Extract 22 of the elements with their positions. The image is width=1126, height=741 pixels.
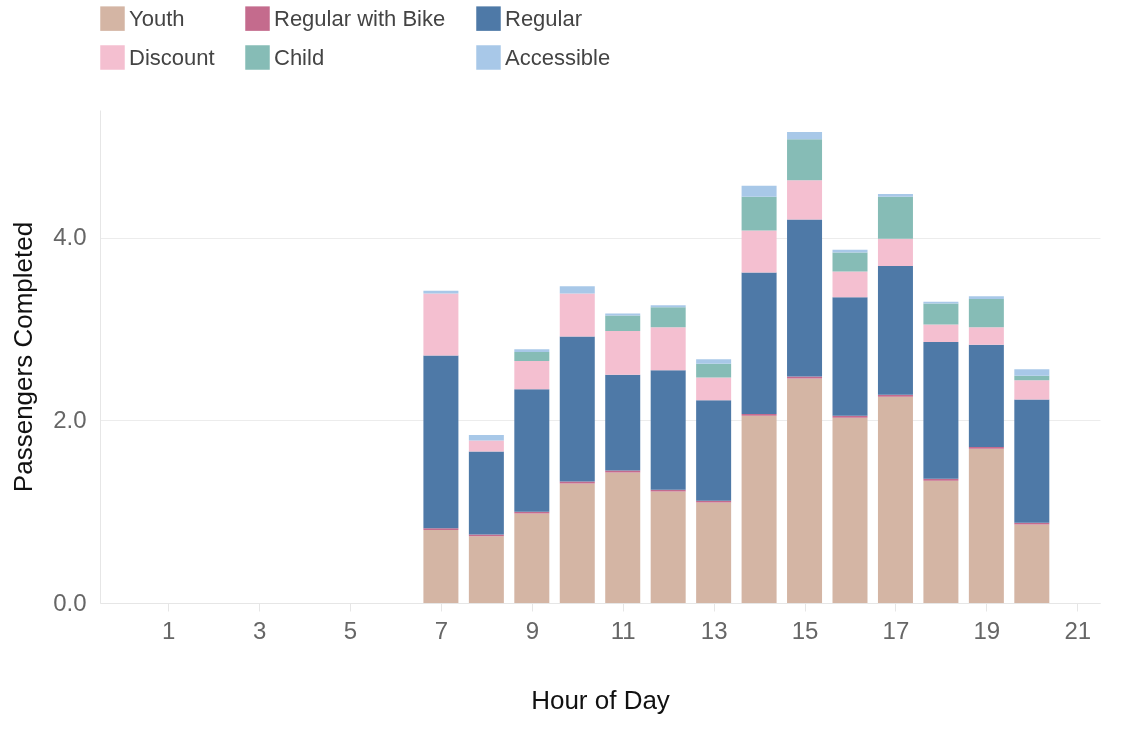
x-axis-title: Hour of Day (531, 684, 670, 715)
x-tick-label: 5 (343, 616, 358, 644)
legend-label: Youth (129, 5, 185, 31)
x-tick-label: 11 (610, 616, 636, 644)
y-axis-title: Passengers Completed (8, 221, 39, 493)
x-tick-label: 19 (973, 616, 1001, 644)
x-tick-label: 13 (700, 616, 728, 644)
legend-label: Regular (505, 5, 583, 31)
x-tick-label: 21 (1064, 616, 1092, 644)
x-tick-label: 9 (525, 616, 539, 644)
x-tick-label: 17 (882, 616, 910, 644)
legend-label: Child (274, 44, 325, 70)
legend-label: Discount (129, 44, 215, 70)
y-tick-label: 2.0 (53, 405, 87, 433)
legend-label: Accessible (505, 44, 611, 70)
x-tick-label: 3 (252, 616, 267, 644)
legend-label: Regular with Bike (274, 5, 446, 31)
x-tick-label: 15 (791, 616, 819, 644)
y-tick-label: 0.0 (53, 588, 87, 616)
x-tick-label: 1 (162, 616, 176, 644)
y-tick-label: 4.0 (53, 223, 87, 251)
x-tick-label: 7 (434, 616, 449, 644)
